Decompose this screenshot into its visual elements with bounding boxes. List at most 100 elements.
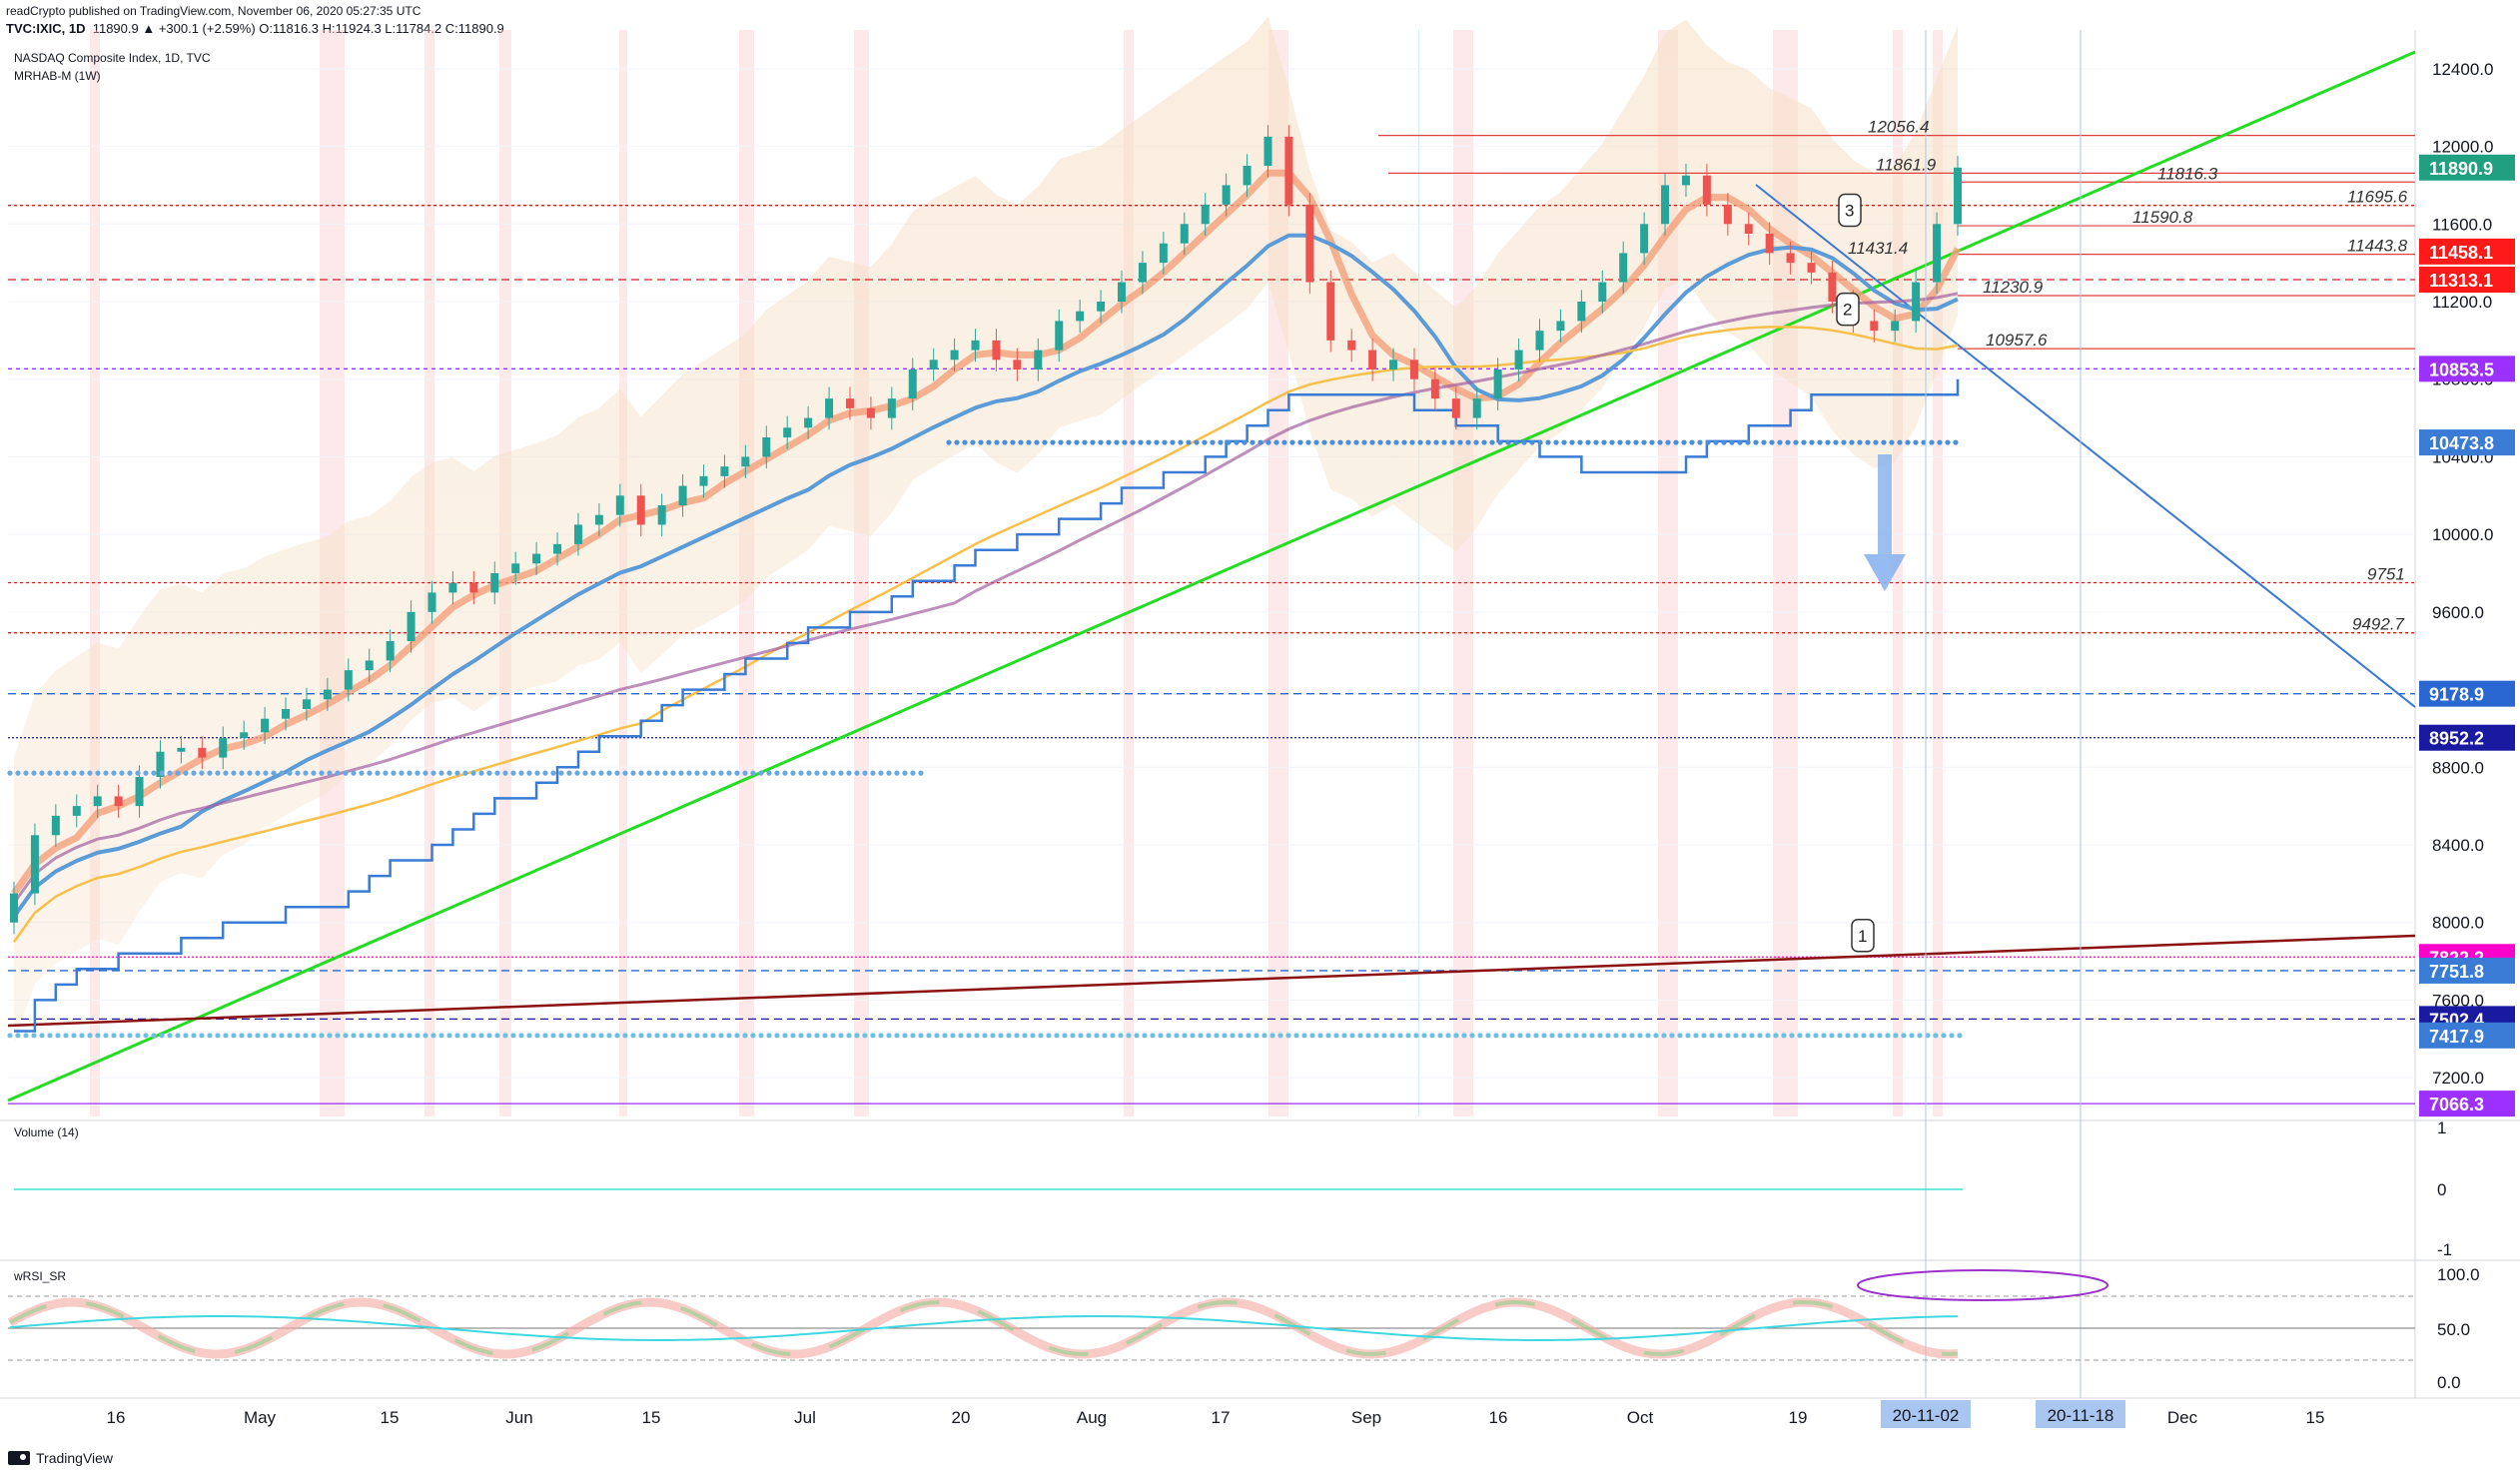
chart-header: readCrypto published on TradingView.com,… <box>6 2 504 38</box>
svg-text:10853.5: 10853.5 <box>2429 360 2494 379</box>
y-tick-label: 11600.0 <box>2432 215 2492 234</box>
maroon-long-term-line[interactable] <box>7 934 2416 1028</box>
svg-text:7751.8: 7751.8 <box>2429 962 2484 982</box>
candle-body <box>386 641 395 661</box>
x-tick-label: Oct <box>1627 1408 1654 1427</box>
candle-body <box>1598 282 1607 302</box>
candle-body <box>1368 350 1377 369</box>
x-tick-label: 17 <box>1212 1408 1231 1427</box>
candle-body <box>1514 350 1523 369</box>
svg-text:8952.2: 8952.2 <box>2429 729 2484 749</box>
candle-body <box>198 747 207 758</box>
candle-body <box>1723 204 1732 225</box>
y-tick-label: 8000.0 <box>2432 914 2484 933</box>
candle-body <box>573 524 582 544</box>
candle-body <box>490 573 499 593</box>
candle-body <box>407 611 416 641</box>
price-tags: 11890.9 11458.1 11313.1 10853.5 10473.8 9178.… <box>2419 154 2515 1117</box>
candle-body <box>1347 340 1356 351</box>
ohlc-readout: 11890.9 ▲ +300.1 (+2.59%) O:11816.3 H:11… <box>92 21 504 36</box>
rsi-panel[interactable]: wRSI_SR 100.0 50.0 0.0 <box>7 1265 2480 1392</box>
svg-text:11313.1: 11313.1 <box>2429 271 2493 291</box>
candle-body <box>1034 350 1043 369</box>
level-label: 11443.8 <box>2347 237 2408 256</box>
volume-tick-label: -1 <box>2437 1240 2452 1259</box>
event-band <box>854 30 869 1116</box>
x-tick-label: Aug <box>1077 1408 1107 1427</box>
candle-body <box>1765 234 1774 254</box>
candle-body <box>156 751 165 777</box>
svg-text:1: 1 <box>1858 927 1867 946</box>
y-tick-label: 12400.0 <box>2432 60 2493 79</box>
svg-text:7066.3: 7066.3 <box>2429 1095 2484 1114</box>
candle-body <box>1389 360 1398 369</box>
candle-body <box>1619 253 1628 283</box>
level-label: 12056.4 <box>1868 118 1929 137</box>
rsi-tick-label: 0.0 <box>2437 1373 2461 1392</box>
candle-body <box>1556 321 1565 332</box>
x-tick-label: 16 <box>1489 1408 1508 1427</box>
y-tick-label: 8400.0 <box>2432 836 2484 855</box>
volume-tick-label: 0 <box>2437 1180 2446 1199</box>
green-uptrend-line[interactable] <box>7 50 2416 1103</box>
level-label: 11431.4 <box>1848 239 1908 258</box>
candle-body <box>469 582 478 593</box>
blue-downtrend-line[interactable] <box>1755 184 2416 708</box>
candle-body <box>1409 360 1418 379</box>
y-tick-label: 12000.0 <box>2432 138 2493 157</box>
tradingview-logo[interactable]: TradingView <box>8 1450 113 1466</box>
candle-body <box>135 777 144 807</box>
candle-body <box>845 398 854 408</box>
x-tick-label: Dec <box>2167 1408 2198 1427</box>
level-label: 9751 <box>2367 565 2405 584</box>
candle-body <box>783 427 792 437</box>
y-tick-label: 7600.0 <box>2432 991 2484 1010</box>
candle-body <box>1180 224 1189 244</box>
candle-body <box>1681 175 1690 186</box>
candle-body <box>741 456 750 467</box>
candle-body <box>866 407 875 418</box>
candle-body <box>1535 331 1544 351</box>
candle-body <box>1076 311 1085 322</box>
down-arrow <box>1864 454 1906 591</box>
price-tag <box>2419 238 2515 265</box>
svg-text:9178.9: 9178.9 <box>2429 685 2484 705</box>
candle-body <box>992 340 1001 361</box>
candlestick-series <box>10 125 1962 935</box>
x-tick-label: 15 <box>2306 1408 2325 1427</box>
instrument-title: NASDAQ Composite Index, 1D, TVC <box>14 51 211 65</box>
price-tag <box>2419 356 2515 382</box>
y-axis: 7200.0 7600.0 8000.0 8400.0 8800.0 9600.0 1000… <box>2432 60 2493 1088</box>
symbol-label[interactable]: TVC:IXIC, 1D <box>6 21 86 36</box>
candle-body <box>365 660 374 671</box>
candle-body <box>553 543 562 554</box>
y-tick-label: 7200.0 <box>2432 1069 2484 1088</box>
tradingview-logo-icon <box>8 1451 30 1465</box>
level-label: 11695.6 <box>2347 188 2408 207</box>
x-tick-label: 16 <box>107 1408 126 1427</box>
date-markers <box>1925 30 2082 1398</box>
price-tag <box>2419 267 2515 294</box>
candle-body <box>1828 272 1837 302</box>
candle-body <box>1912 282 1921 322</box>
candle-body <box>1702 175 1711 205</box>
level-label: 11230.9 <box>1983 278 2044 297</box>
candle-body <box>1326 282 1335 341</box>
candle-body <box>532 553 541 564</box>
date-tag <box>2036 1400 2125 1428</box>
volume-panel[interactable]: Volume (14) 1 0 -1 <box>14 1118 2452 1259</box>
candle-body <box>594 514 603 525</box>
level-labels: 12056.4 11861.9 11816.3 11695.6 11590.8 11443… <box>1848 118 2408 634</box>
candle-body <box>615 495 624 515</box>
volume-title: Volume (14) <box>14 1125 79 1139</box>
envelope-band <box>14 16 1958 1044</box>
callout-3 <box>1838 193 1862 228</box>
candle-body <box>1284 136 1293 205</box>
panel-frames <box>0 30 2520 1399</box>
candle-body <box>448 582 457 593</box>
candle-body <box>10 893 18 923</box>
price-tag <box>2419 154 2515 181</box>
candle-body <box>1430 378 1439 399</box>
svg-text:11890.9: 11890.9 <box>2429 159 2493 179</box>
